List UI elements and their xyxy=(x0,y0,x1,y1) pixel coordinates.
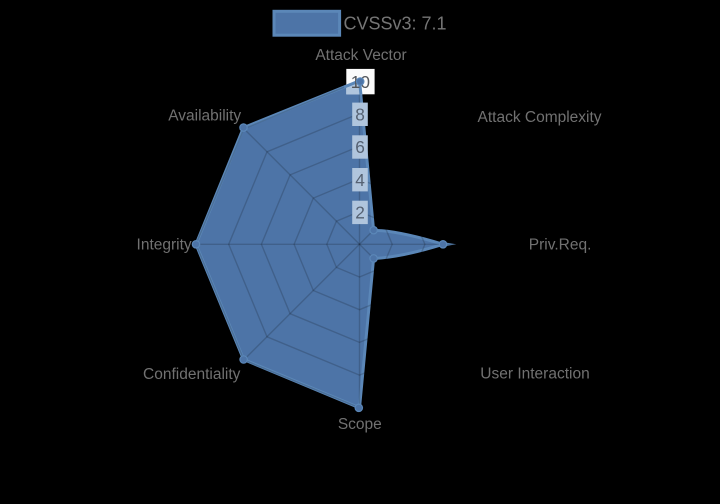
svg-text:Availability: Availability xyxy=(168,108,241,125)
svg-text:Confidentiality: Confidentiality xyxy=(143,366,241,383)
svg-text:Scope: Scope xyxy=(338,416,382,433)
svg-text:8: 8 xyxy=(355,105,365,125)
svg-text:4: 4 xyxy=(355,170,365,190)
svg-text:2: 2 xyxy=(355,203,365,223)
svg-text:CVSSv3: 7.1: CVSSv3: 7.1 xyxy=(344,14,447,34)
svg-text:Attack Vector: Attack Vector xyxy=(315,47,406,64)
svg-text:6: 6 xyxy=(355,137,365,157)
svg-text:Priv.Req.: Priv.Req. xyxy=(529,237,592,254)
svg-text:Integrity: Integrity xyxy=(137,237,192,254)
svg-text:User Interaction: User Interaction xyxy=(480,366,589,383)
svg-text:Attack Complexity: Attack Complexity xyxy=(478,109,602,126)
